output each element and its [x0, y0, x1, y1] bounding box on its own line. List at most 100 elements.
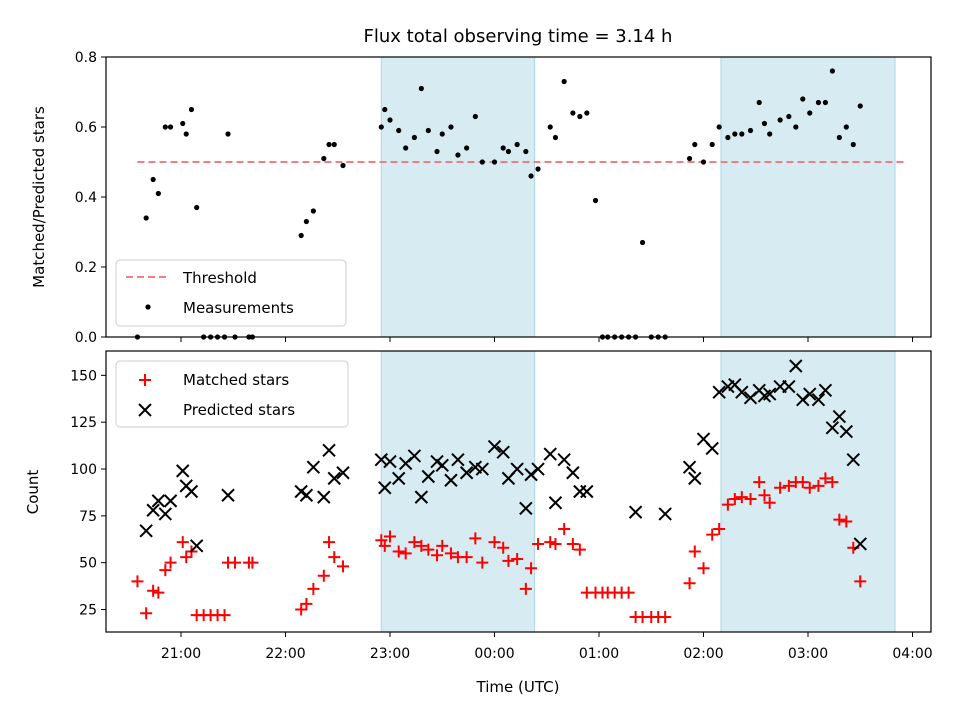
- y-tick-label: 0.0: [75, 330, 97, 346]
- predicted-point: [327, 471, 341, 486]
- matched-point: [803, 481, 816, 494]
- matched-point: [460, 551, 473, 564]
- predicted-point: [658, 507, 672, 521]
- shaded-interval-0-1: [720, 56, 896, 338]
- matched-point: [295, 603, 308, 616]
- predicted-point: [451, 452, 465, 467]
- measurement-point: [716, 124, 722, 130]
- measurement-point: [479, 159, 485, 165]
- bottom-legend: [115, 360, 349, 428]
- measurement-point: [464, 145, 470, 151]
- y-tick-label: 0.4: [75, 190, 97, 206]
- predicted-point: [444, 473, 458, 487]
- measurement-point: [162, 124, 168, 130]
- predicted-point: [557, 452, 571, 467]
- measurement-point: [514, 141, 520, 148]
- measurement-point: [472, 113, 478, 120]
- matched-point: [774, 481, 787, 494]
- predicted-point: [811, 392, 826, 407]
- measurement-point: [686, 155, 693, 162]
- measurement-point: [528, 173, 534, 179]
- measurement-point: [756, 99, 762, 106]
- measurement-point: [382, 106, 388, 113]
- measurement-point: [396, 127, 402, 134]
- y-tick-label: 75: [79, 509, 97, 525]
- measurement-point: [829, 68, 835, 74]
- y-tick-label: 0.6: [75, 120, 97, 136]
- matched-point: [415, 539, 428, 552]
- predicted-point: [322, 443, 336, 457]
- matched-point: [833, 513, 846, 526]
- predicted-point: [163, 494, 178, 508]
- predicted-point: [383, 454, 397, 469]
- measurement-point: [777, 117, 783, 123]
- measurement-point: [836, 134, 842, 141]
- measurement-point: [378, 124, 384, 130]
- y-tick-label: 100: [70, 462, 97, 478]
- matched-point: [566, 537, 579, 550]
- measurement-point: [639, 239, 646, 246]
- matched-point: [826, 476, 839, 489]
- measurement-point: [793, 124, 799, 130]
- measurement-point: [786, 113, 792, 120]
- measurement-point: [561, 78, 567, 85]
- matched-point: [758, 489, 771, 502]
- matched-point: [497, 541, 510, 554]
- measurement-point: [326, 141, 332, 148]
- matched-point: [544, 536, 557, 549]
- predicted-point: [336, 466, 350, 480]
- measurement-point: [188, 106, 195, 113]
- matched-point: [812, 479, 825, 492]
- measurement-point: [310, 208, 316, 214]
- predicted-point: [705, 441, 719, 456]
- legend-matched-label: Matched stars: [183, 371, 289, 389]
- predicted-point: [580, 484, 594, 499]
- measurement-point: [331, 141, 337, 148]
- panel-1-frame: [105, 350, 932, 633]
- predicted-point: [184, 484, 199, 499]
- measurement-point: [448, 124, 454, 130]
- measurement-point: [434, 148, 440, 155]
- top-y-axis-label: Matched/Predicted stars: [30, 106, 48, 288]
- predicted-point: [158, 507, 173, 521]
- y-tick-label: 50: [79, 556, 97, 572]
- measurement-point: [857, 103, 863, 109]
- measurement-point: [535, 166, 541, 172]
- matched-point: [782, 479, 795, 492]
- predicted-point: [151, 494, 166, 508]
- matched-point: [558, 522, 571, 535]
- predicted-point: [628, 505, 643, 519]
- predicted-point: [782, 379, 796, 394]
- matched-point: [422, 543, 435, 556]
- predicted-point: [846, 452, 860, 467]
- matched-point: [408, 536, 421, 549]
- measurement-point: [183, 131, 189, 137]
- measurement-point: [767, 131, 773, 137]
- measurement-point: [321, 155, 327, 162]
- measurement-point: [387, 117, 393, 123]
- x-tick-label: 03:00: [788, 646, 828, 662]
- matched-point: [840, 515, 853, 528]
- measurement-point: [439, 131, 445, 137]
- matched-point: [431, 549, 444, 562]
- matched-point: [323, 536, 336, 549]
- predicted-point: [839, 424, 854, 439]
- measurement-point: [547, 124, 553, 130]
- matched-point: [147, 584, 160, 597]
- matched-point: [721, 498, 734, 511]
- predicted-point: [496, 445, 510, 459]
- matched-point: [469, 532, 482, 545]
- matched-point: [532, 537, 545, 550]
- matched-point: [819, 472, 832, 485]
- y-tick-label: 0.2: [75, 260, 97, 276]
- y-tick-label: 25: [79, 603, 97, 619]
- measurement-point: [155, 190, 161, 197]
- matched-point: [796, 476, 809, 489]
- matched-point: [180, 551, 193, 564]
- x-axis-label: Time (UTC): [476, 678, 560, 696]
- measurement-point: [732, 131, 738, 137]
- predicted-point: [435, 458, 449, 472]
- measurement-point: [592, 197, 599, 204]
- predicted-point: [317, 490, 331, 504]
- measurement-point: [692, 141, 698, 148]
